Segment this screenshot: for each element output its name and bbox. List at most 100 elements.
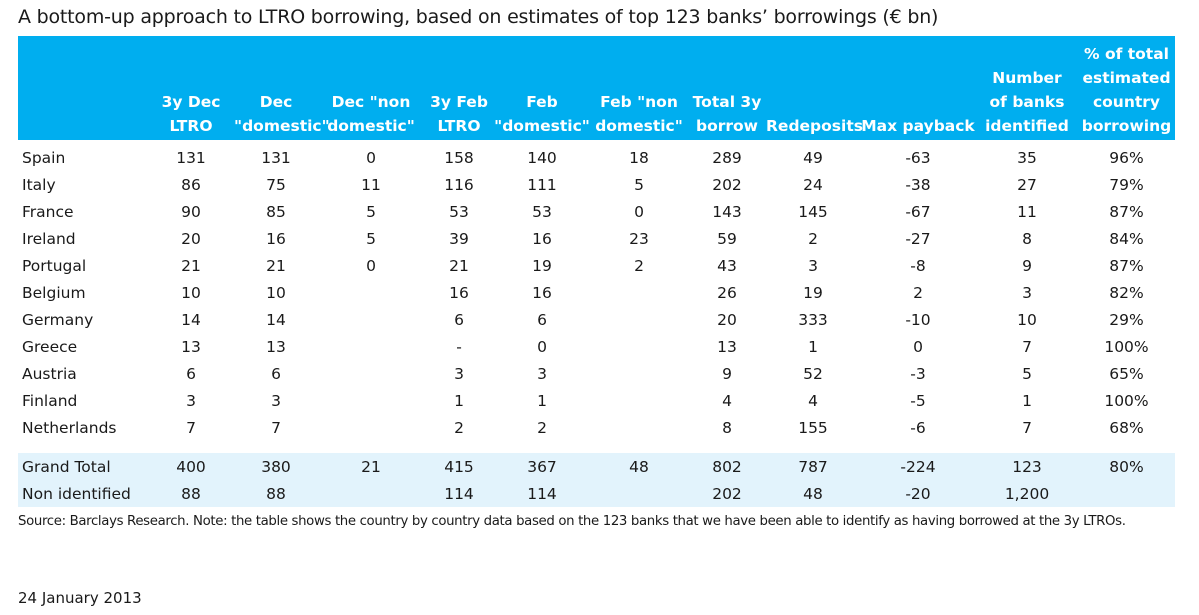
table-cell: 35: [1017, 148, 1037, 167]
table-cell: 82%: [1109, 283, 1144, 302]
table-cell: 68%: [1109, 418, 1144, 437]
column-header-line: Feb "non: [600, 93, 678, 111]
column-header-line: Redeposits: [766, 117, 863, 135]
table-cell: 87%: [1109, 202, 1144, 221]
table-cell: -38: [905, 175, 931, 194]
table-cell: 415: [424, 451, 494, 480]
table-cell: 145: [798, 202, 828, 221]
table-cell: 2: [808, 229, 818, 248]
column-header-line: identified: [985, 117, 1069, 135]
table-cell: [590, 360, 688, 387]
table-cell: 85: [266, 202, 286, 221]
table-cell: 7: [1022, 337, 1032, 356]
table-cell: 380: [234, 451, 318, 480]
table-cell: 19: [803, 283, 823, 302]
table-cell: -8: [910, 256, 926, 275]
table-cell: 16: [449, 283, 469, 302]
column-header-2: Dec "domestic": [234, 36, 330, 140]
table-cell: 88: [148, 480, 234, 507]
table-cell: 16: [266, 229, 286, 248]
table-cell: 5: [366, 229, 376, 248]
row-label: Austria: [22, 364, 77, 383]
column-header-line: 3y Feb: [430, 93, 488, 111]
table-row: Greece 13 13-0 13 1 0 7 100%: [18, 333, 1175, 360]
table-cell: 29%: [1109, 310, 1144, 329]
table-cell: 114: [494, 480, 590, 507]
table-cell: 10: [266, 283, 286, 302]
table-row: Finland 3 3 1 1 4 4 -5 1 100%: [18, 387, 1175, 414]
row-label: Spain: [22, 148, 66, 167]
table-cell: [318, 306, 424, 333]
table-cell: 21: [266, 256, 286, 275]
table-cell: -3: [910, 364, 926, 383]
table-cell: 4: [722, 391, 732, 410]
table-cell: 131: [261, 148, 291, 167]
table-cell: 367: [494, 451, 590, 480]
table-cell: 20: [181, 229, 201, 248]
table-cell: 8: [722, 418, 732, 437]
table-cell: -20: [860, 480, 976, 507]
table-cell: [318, 480, 424, 507]
table-cell: [590, 414, 688, 452]
column-header-line: "domestic": [494, 117, 590, 135]
column-header-0: [18, 36, 148, 140]
table-cell: 2: [634, 256, 644, 275]
table-cell: 1: [454, 391, 464, 410]
column-header-4: 3y Feb LTRO: [424, 36, 494, 140]
table-cell: 16: [532, 229, 552, 248]
column-header-5: Feb "domestic": [494, 36, 590, 140]
table-cell: 158: [444, 148, 474, 167]
table-cell: 53: [449, 202, 469, 221]
table-cell: 5: [1022, 364, 1032, 383]
table-cell: 7: [271, 418, 281, 437]
table-row: Germany 14 14 6 6 20 333 -10 10 29%: [18, 306, 1175, 333]
table-cell: 14: [266, 310, 286, 329]
table-cell: 100%: [1104, 337, 1149, 356]
table-cell: 114: [424, 480, 494, 507]
column-header-line: Dec "non: [331, 93, 411, 111]
row-label: Netherlands: [22, 418, 117, 437]
table-cell: 1: [1022, 391, 1032, 410]
table-cell: 100%: [1104, 391, 1149, 410]
table-cell: 0: [634, 202, 644, 221]
table-cell: 6: [271, 364, 281, 383]
table-cell: 14: [181, 310, 201, 329]
table-cell: [590, 387, 688, 414]
column-header-line: 3y Dec: [161, 93, 221, 111]
table-cell: [318, 360, 424, 387]
source-note: Source: Barclays Research. Note: the tab…: [18, 514, 1126, 529]
table-cell: 1: [537, 391, 547, 410]
table-cell: 333: [798, 310, 828, 329]
column-header-line: estimated: [1082, 69, 1171, 87]
table-cell: 87%: [1109, 256, 1144, 275]
row-label: Germany: [22, 310, 94, 329]
column-header-1: 3y Dec LTRO: [148, 36, 234, 140]
table-cell: 48: [590, 451, 688, 480]
table-cell: 13: [266, 337, 286, 356]
table-cell: [590, 333, 688, 360]
table-cell: [318, 387, 424, 414]
table-cell: 143: [712, 202, 742, 221]
table-cell: 49: [803, 148, 823, 167]
table-cell: 96%: [1109, 148, 1144, 167]
table-cell: 6: [537, 310, 547, 329]
row-label: France: [22, 202, 74, 221]
column-header-line: LTRO: [169, 117, 213, 135]
table-cell: -224: [860, 451, 976, 480]
table-cell: 3: [454, 364, 464, 383]
table-cell: 5: [366, 202, 376, 221]
table-cell: 24: [803, 175, 823, 194]
table-cell: 16: [532, 283, 552, 302]
table-cell: -27: [905, 229, 931, 248]
table-row: Portugal 21 21 0 21 19 2 43 3 -8 9 87%: [18, 252, 1175, 279]
table-cell: 75: [266, 175, 286, 194]
table-cell: 53: [532, 202, 552, 221]
table-cell: 116: [444, 175, 474, 194]
column-header-line: domestic": [595, 117, 683, 135]
table-cell: -67: [905, 202, 931, 221]
column-header-7: Total 3y borrow: [688, 36, 766, 140]
table-cell: 400: [148, 451, 234, 480]
column-header-line: Dec: [259, 93, 293, 111]
table-cell: 13: [181, 337, 201, 356]
row-label: Belgium: [22, 283, 86, 302]
